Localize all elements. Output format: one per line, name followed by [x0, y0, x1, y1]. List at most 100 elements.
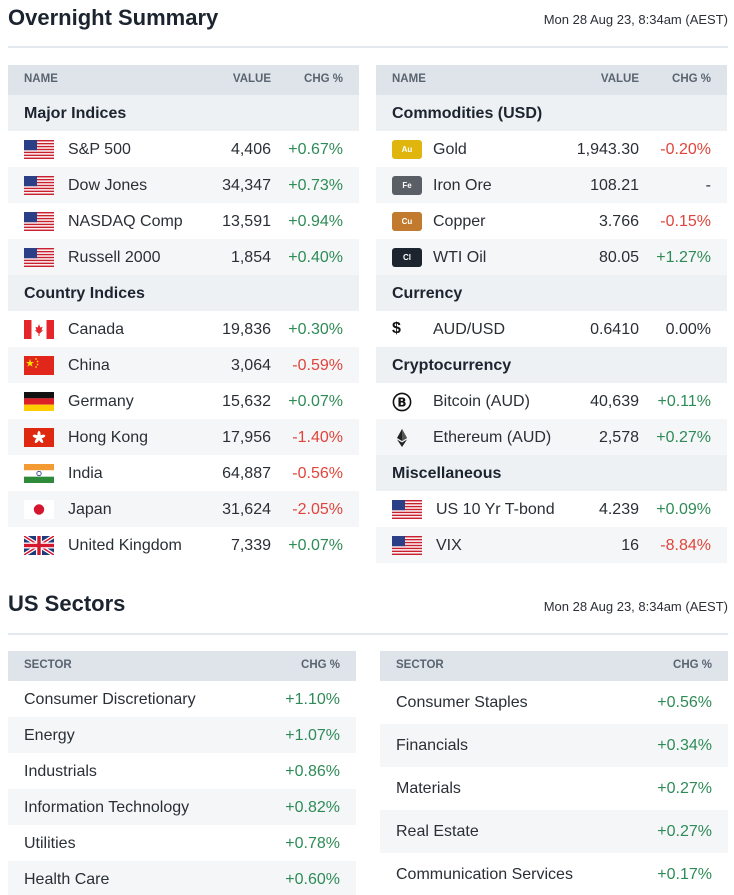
row-name[interactable]: VIX	[436, 537, 462, 554]
row-change: -8.84%	[660, 537, 711, 554]
sector-row[interactable]: Real Estate +0.27%	[380, 810, 728, 853]
table-row[interactable]: Cl WTI Oil 80.05 +1.27%	[376, 239, 727, 275]
table-row[interactable]: United Kingdom 7,339 +0.07%	[8, 527, 359, 563]
group-heading: Currency	[376, 275, 727, 311]
table-row[interactable]: Au Gold 1,943.30 -0.20%	[376, 131, 727, 167]
table-row[interactable]: S&P 500 4,406 +0.67%	[8, 131, 359, 167]
row-change: +0.67%	[288, 141, 343, 158]
indices-table: NAME VALUE CHG % Major Indices S&P 500 4,4…	[8, 65, 359, 563]
sector-name[interactable]: Real Estate	[396, 823, 479, 840]
header-name: NAME	[24, 73, 58, 85]
row-name[interactable]: WTI Oil	[433, 249, 487, 266]
header-chg: CHG %	[672, 73, 711, 85]
table-row[interactable]: Dow Jones 34,347 +0.73%	[8, 167, 359, 203]
row-name[interactable]: Gold	[433, 141, 467, 158]
sector-name[interactable]: Industrials	[24, 763, 97, 780]
sector-row[interactable]: Consumer Staples +0.56%	[380, 681, 728, 724]
table-row[interactable]: Russell 2000 1,854 +0.40%	[8, 239, 359, 275]
row-name[interactable]: Ethereum (AUD)	[433, 429, 552, 446]
sector-row[interactable]: Utilities +0.78%	[8, 825, 356, 861]
sector-name[interactable]: Consumer Staples	[396, 694, 528, 711]
sector-change: +0.60%	[285, 871, 340, 888]
sector-name[interactable]: Information Technology	[24, 799, 190, 816]
sector-row[interactable]: Materials +0.27%	[380, 767, 728, 810]
table-row[interactable]: Canada 19,836 +0.30%	[8, 311, 359, 347]
sectors-table-left: SECTOR CHG % Consumer Discretionary +1.10…	[8, 651, 356, 895]
header-value: VALUE	[600, 73, 639, 85]
table-row[interactable]: Cu Copper 3.766 -0.15%	[376, 203, 727, 239]
sector-change: +1.07%	[285, 727, 340, 744]
sectors-header: US Sectors Mon 28 Aug 23, 8:34am (AEST)	[8, 585, 728, 635]
table-row[interactable]: Fe Iron Ore 108.21 -	[376, 167, 727, 203]
row-value: 2,578	[598, 429, 639, 446]
row-name[interactable]: Bitcoin (AUD)	[433, 393, 530, 410]
row-change: -0.56%	[292, 465, 343, 482]
row-name[interactable]: Hong Kong	[68, 429, 149, 446]
table-row[interactable]: NASDAQ Comp 13,591 +0.94%	[8, 203, 359, 239]
row-value: 80.05	[598, 249, 639, 266]
group-label: Major Indices	[24, 105, 127, 122]
table-row[interactable]: Ethereum (AUD) 2,578 +0.27%	[376, 419, 727, 455]
row-name[interactable]: Dow Jones	[68, 177, 148, 194]
group-heading: Major Indices	[8, 95, 359, 131]
group-label: Commodities (USD)	[392, 105, 543, 122]
header-sector: SECTOR	[396, 659, 444, 671]
oil-icon: Cl	[392, 248, 422, 267]
sector-row[interactable]: Industrials +0.86%	[8, 753, 356, 789]
sector-row[interactable]: Consumer Discretionary +1.10%	[8, 681, 356, 717]
sector-name[interactable]: Financials	[396, 737, 469, 754]
header-chg: CHG %	[304, 73, 343, 85]
japan-flag-icon	[24, 500, 54, 519]
row-change: -2.05%	[292, 501, 343, 518]
row-value: 7,339	[230, 537, 271, 554]
page-title: Overnight Summary	[8, 5, 219, 30]
row-name[interactable]: S&P 500	[68, 141, 131, 158]
table-row[interactable]: US 10 Yr T-bond 4.239 +0.09%	[376, 491, 727, 527]
uk-flag-icon	[22, 534, 56, 557]
sector-name[interactable]: Materials	[396, 780, 461, 797]
row-name[interactable]: India	[68, 465, 103, 482]
row-name[interactable]: United Kingdom	[68, 537, 182, 554]
row-name[interactable]: AUD/USD	[433, 321, 506, 338]
table-row[interactable]: B Bitcoin (AUD) 40,639 +0.11%	[376, 383, 727, 419]
sector-name[interactable]: Health Care	[24, 871, 110, 888]
sector-row[interactable]: Information Technology +0.82%	[8, 789, 356, 825]
markets-table: NAME VALUE CHG % Commodities (USD) Au Gold…	[376, 65, 727, 563]
table-row[interactable]: Germany 15,632 +0.07%	[8, 383, 359, 419]
row-name[interactable]: Japan	[68, 501, 112, 518]
table-row[interactable]: $ AUD/USD 0.6410 0.00%	[376, 311, 727, 347]
sector-row[interactable]: Health Care +0.60%	[8, 861, 356, 895]
row-name[interactable]: Germany	[68, 393, 134, 410]
row-name[interactable]: NASDAQ Comp	[68, 213, 183, 230]
row-name[interactable]: Copper	[433, 213, 486, 230]
row-value: 108.21	[590, 177, 639, 194]
sector-name[interactable]: Energy	[24, 727, 75, 744]
row-name[interactable]: Iron Ore	[433, 177, 492, 194]
row-name[interactable]: China	[68, 357, 110, 374]
row-value: 16	[621, 537, 639, 554]
table-row[interactable]: China 3,064 -0.59%	[8, 347, 359, 383]
row-value: 1,943.30	[576, 141, 639, 158]
sector-name[interactable]: Consumer Discretionary	[24, 691, 196, 708]
sector-name[interactable]: Communication Services	[396, 866, 573, 883]
table-row[interactable]: India 64,887 -0.56%	[8, 455, 359, 491]
divider	[8, 633, 728, 635]
sector-row[interactable]: Financials +0.34%	[380, 724, 728, 767]
sector-row[interactable]: Communication Services +0.17%	[380, 853, 728, 895]
sector-row[interactable]: Energy +1.07%	[8, 717, 356, 753]
row-name[interactable]: Russell 2000	[68, 249, 161, 266]
header-name: NAME	[392, 73, 426, 85]
row-value: 4.239	[598, 501, 639, 518]
row-value: 19,836	[222, 321, 271, 338]
sector-name[interactable]: Utilities	[24, 835, 76, 852]
header-value: VALUE	[232, 73, 271, 85]
table-row[interactable]: VIX 16 -8.84%	[376, 527, 727, 563]
row-name[interactable]: Canada	[68, 321, 125, 338]
canada-flag-icon	[24, 320, 54, 339]
group-heading: Miscellaneous	[376, 455, 727, 491]
table-row[interactable]: Japan 31,624 -2.05%	[8, 491, 359, 527]
row-change: -0.59%	[292, 357, 343, 374]
table-row[interactable]: Hong Kong 17,956 -1.40%	[8, 419, 359, 455]
row-name[interactable]: US 10 Yr T-bond	[436, 501, 555, 518]
overnight-header: Overnight Summary Mon 28 Aug 23, 8:34am …	[8, 0, 728, 50]
